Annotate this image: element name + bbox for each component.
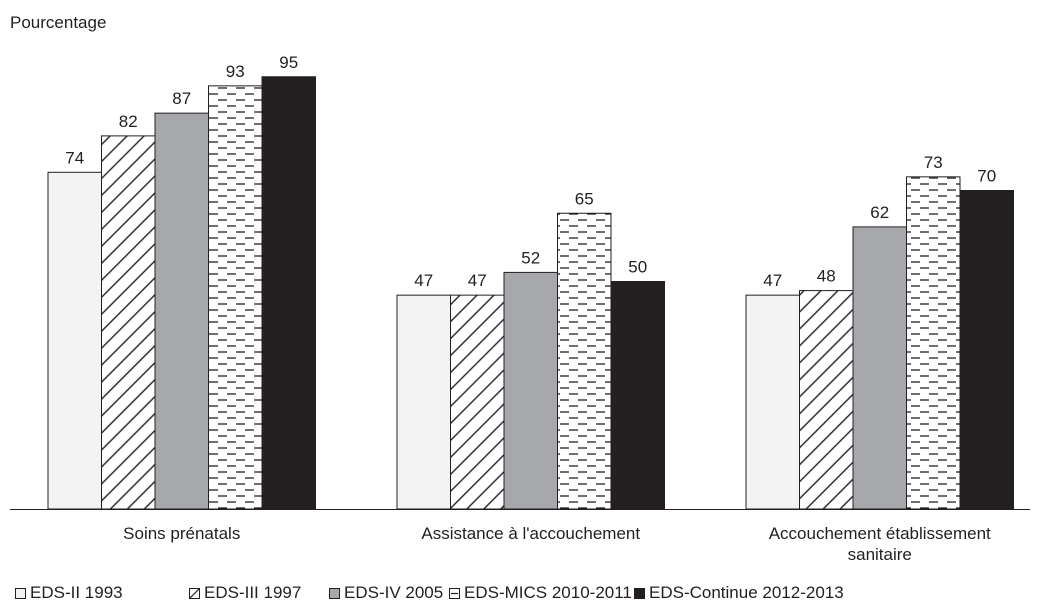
bar-2-series-4 (557, 212, 612, 510)
bar-1-series-5 (261, 76, 316, 510)
bar-2-series-2 (450, 294, 505, 510)
data-label: 70 (977, 167, 996, 186)
bar-3-series-4 (906, 176, 961, 510)
legend-swatch (15, 587, 26, 599)
legend-item: EDS-III 1997 (189, 583, 301, 603)
legend-item: EDS-IV 2005 (329, 583, 443, 603)
bar-chart: 74 47 47 82 47 48 87 52 62 93 65 73 95 50 70 Soins pré… (10, 53, 1030, 564)
data-label: 47 (763, 271, 782, 290)
bar-1-series-4 (208, 85, 263, 510)
legend-label: EDS-IV 2005 (344, 583, 444, 602)
legend-item: EDS-MICS 2010-2011 (449, 583, 632, 603)
legend-label: EDS-II 1993 (30, 583, 123, 602)
legend-swatch (634, 587, 645, 599)
legend-item: EDS-Continue 2012-2013 (634, 583, 844, 603)
data-label: 52 (521, 248, 540, 267)
data-label: 73 (924, 153, 943, 172)
legend-label: EDS-III 1997 (204, 583, 302, 602)
data-label: 47 (414, 271, 433, 290)
data-label: 87 (172, 89, 191, 108)
legend-item: EDS-II 1993 (15, 583, 123, 603)
bar-1-series-1 (47, 171, 102, 510)
bar-3-series-1 (745, 294, 800, 510)
data-label: 48 (817, 267, 836, 286)
y-axis-label: Pourcentage (10, 13, 107, 32)
legend-swatch (449, 587, 460, 599)
category-label: Assistance à l'accouchement (421, 524, 640, 543)
bar-3-series-5 (959, 190, 1014, 510)
bar-2-series-5 (610, 281, 665, 510)
data-label: 65 (575, 189, 594, 208)
bar-3-series-2 (799, 290, 854, 510)
legend: EDS-II 1993 EDS-III 1997 EDS-IV 2005 EDS-MI… (0, 583, 1039, 609)
data-label: 74 (65, 148, 84, 167)
bar-1-series-2 (101, 135, 156, 510)
data-label: 93 (226, 62, 245, 81)
data-label: 50 (628, 258, 647, 277)
bar-2-series-1 (396, 294, 451, 510)
data-label: 95 (279, 53, 298, 72)
bar-2-series-3 (503, 271, 558, 510)
data-label: 47 (468, 271, 487, 290)
category-label: Accouchement établissement sanitaire (769, 524, 991, 564)
bar-1-series-3 (154, 112, 209, 510)
legend-swatch (189, 587, 200, 599)
data-label: 62 (870, 203, 889, 222)
legend-label: EDS-MICS 2010-2011 (464, 583, 632, 602)
data-label: 82 (119, 112, 138, 131)
legend-swatch (329, 587, 340, 599)
legend-label: EDS-Continue 2012-2013 (649, 583, 844, 602)
category-label: Soins prénatals (123, 524, 240, 543)
bar-3-series-3 (852, 226, 907, 510)
